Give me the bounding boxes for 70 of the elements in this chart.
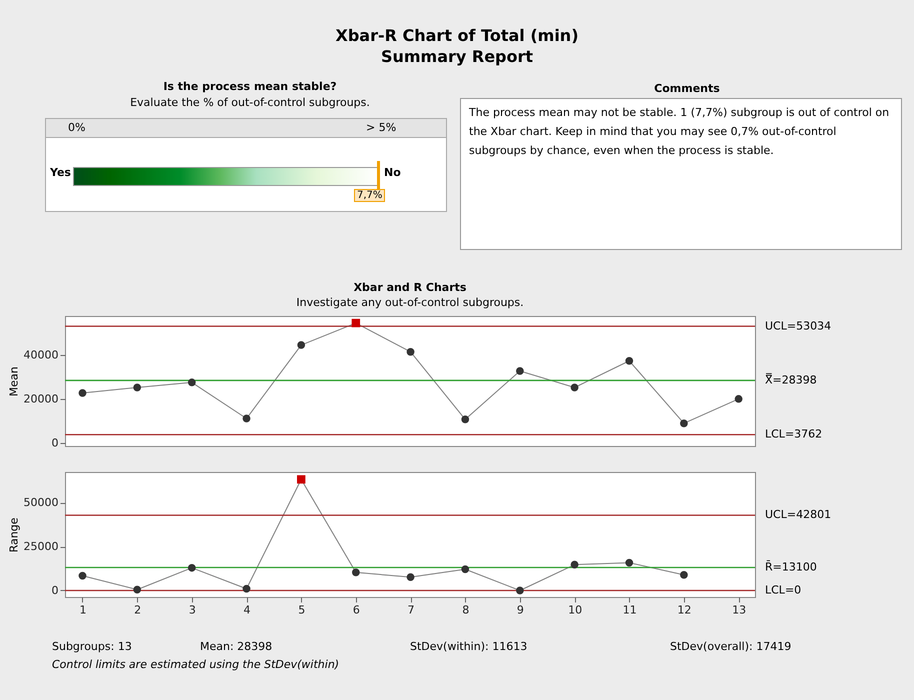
point [188,564,196,572]
point [516,367,524,375]
x-tick-label: 5 [298,604,306,616]
text: No [384,166,401,179]
point [78,572,86,580]
x-tick-label: 6 [352,604,360,616]
y-tick-label: 0 [52,584,58,597]
y-tick-label: 20000 [24,392,58,406]
point [188,378,196,386]
point [297,475,306,484]
point [242,584,250,593]
point [625,558,634,567]
ref-line-label: LCL=0 [765,583,802,596]
x-tick-label: 3 [188,604,196,616]
point [570,560,578,569]
x-tick-label: 4 [244,604,251,616]
text: Subgroups: 13 [52,640,132,653]
chart-subtitle: Investigate any out-of-control subgroups. [296,296,524,309]
y-tick-label: 50000 [24,496,58,510]
point [625,357,634,365]
point [242,414,250,422]
text: StDev(within): 11613 [410,640,528,653]
point [352,318,360,328]
text: Summary Report [380,47,534,66]
x-tick-label: 7 [408,604,415,616]
ref-line-label: R̄=13100 [765,559,817,574]
x-tick-label: 13 [732,604,746,616]
text: Comments [653,82,721,95]
point [352,568,360,576]
ref-line-label: UCL=53034 [765,319,832,332]
point [406,573,414,581]
y-tick-label: 0 [52,436,58,450]
point [734,395,742,403]
x-tick-label: 11 [622,604,637,616]
text: > 5% [366,121,396,134]
text: Yes [50,166,71,179]
text: 0% [68,121,86,134]
text: Is the process mean stable? [162,80,338,93]
text: Evaluate the % of out-of-control subgroups. [129,96,371,109]
text: Control limits are estimated using the StDev(within) [52,658,340,671]
point [680,419,688,428]
point [78,389,86,397]
y-axis-title: Mean [8,366,21,396]
point [680,570,688,579]
point [461,565,470,574]
text: Xbar-R Chart of Total (min) [334,26,580,45]
y-axis-title: Range [8,517,21,552]
point [406,348,414,356]
point [570,384,578,392]
chart-title: Xbar and R Charts [354,281,467,294]
text: StDev(overall): 17419 [670,640,792,653]
x-tick-label: 1 [79,604,86,616]
point [133,384,142,392]
point [516,586,524,594]
ref-line-label: LCL=3762 [765,428,822,441]
x-tick-label: 8 [462,604,470,616]
point [297,341,306,349]
ref-line-label: X̿=28398 [765,372,817,386]
ref-line-label: UCL=42801 [765,508,832,522]
x-tick-label: 10 [568,604,582,616]
y-tick-label: 40000 [24,348,58,362]
point [133,586,142,594]
point [461,416,470,424]
text: 7,7% [354,189,386,202]
x-tick-label: 2 [134,604,142,616]
y-tick-label: 25000 [24,540,58,554]
x-tick-label: 12 [677,604,692,616]
x-tick-label: 9 [516,604,524,616]
text: Mean: 28398 [200,640,272,653]
text: The process mean may not be stable. 1 (7,7%) subgroup is out of control on the Xbar chart. Keep in mind that you may see 0,7% out-of-control subgroups by chance, even when the process is stable. [469,105,890,159]
